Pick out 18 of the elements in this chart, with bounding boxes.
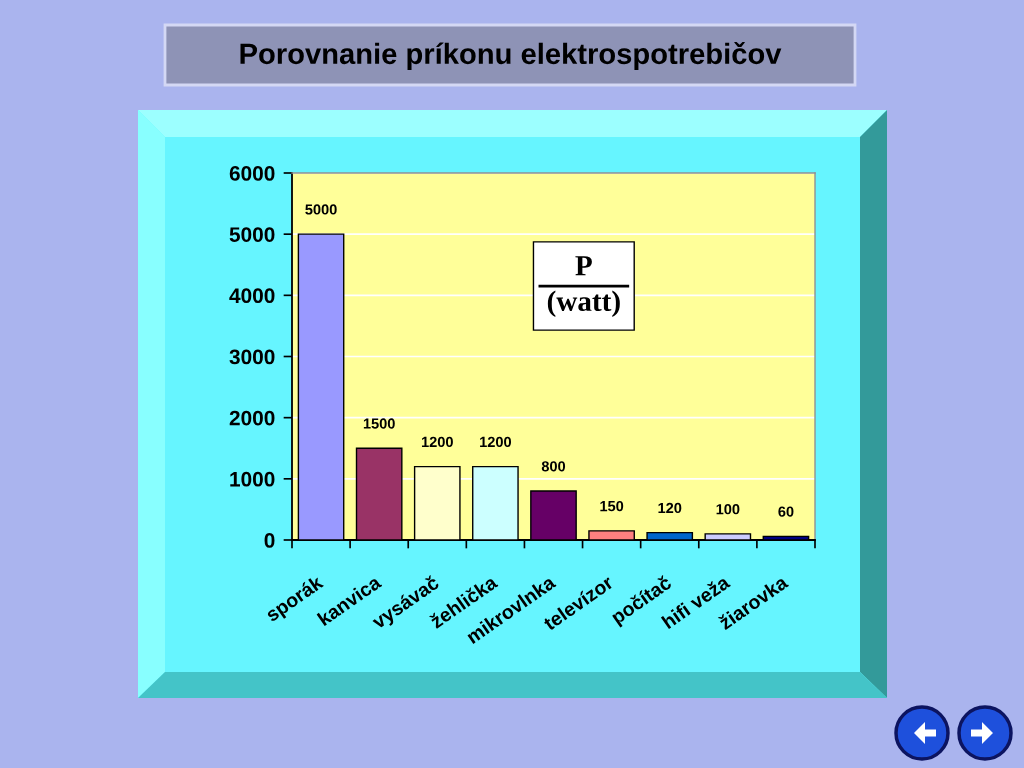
data-label: 60 xyxy=(778,506,794,517)
data-label: 1500 xyxy=(363,418,395,429)
data-label: 100 xyxy=(716,504,740,515)
data-label: 1200 xyxy=(480,436,512,448)
y-tick-label: 6000 xyxy=(229,166,275,181)
y-tick-label: 5000 xyxy=(229,227,275,242)
y-tick-label: 0 xyxy=(264,533,275,548)
chart-title: Porovnanie príkonu elektrospotrebičov xyxy=(240,42,782,70)
data-label: 800 xyxy=(541,461,566,472)
data-label: 120 xyxy=(658,502,682,514)
y-tick-label: 3000 xyxy=(229,349,275,365)
y-tick-label: 2000 xyxy=(229,410,275,426)
y-axis-title: P (watt) xyxy=(547,256,620,318)
data-label: 5000 xyxy=(305,204,337,215)
data-label: 1200 xyxy=(421,436,453,448)
y-tick-label: 4000 xyxy=(229,288,275,304)
y-tick-label: 1000 xyxy=(230,471,275,487)
data-label: 150 xyxy=(600,500,624,512)
